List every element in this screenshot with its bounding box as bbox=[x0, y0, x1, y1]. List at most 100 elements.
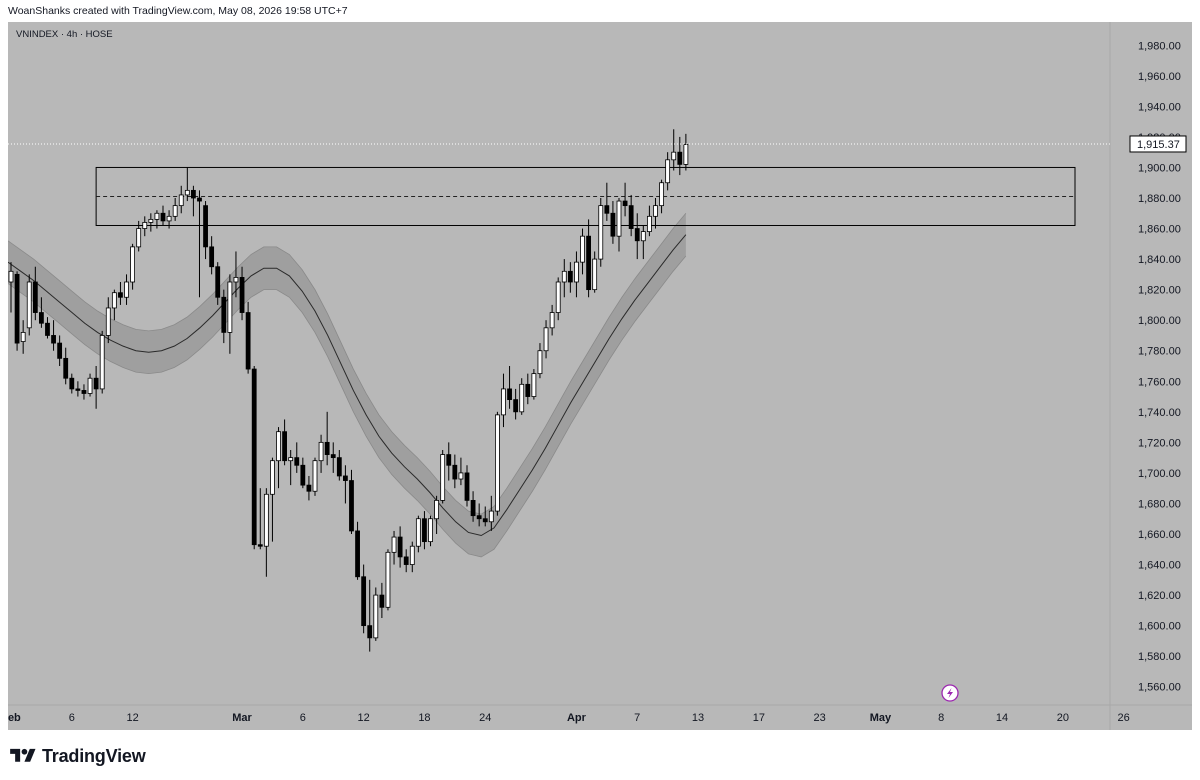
candle-body-down bbox=[586, 235, 591, 291]
price-tick-label: 1,720.00 bbox=[1138, 437, 1181, 449]
band-fill bbox=[8, 213, 686, 557]
candle-body-down bbox=[422, 518, 427, 543]
candle-body-up bbox=[172, 205, 178, 217]
candle-body-up bbox=[105, 307, 111, 336]
time-tick-label: 18 bbox=[418, 712, 430, 724]
candle-body-down bbox=[446, 454, 452, 466]
candle bbox=[604, 182, 610, 221]
candlestick-chart[interactable]: 1,560.00 1,580.00 1,600.00 1,620.00 1,640.00… bbox=[8, 22, 1192, 730]
candle bbox=[154, 210, 160, 229]
candle bbox=[166, 210, 172, 229]
candle-body-up bbox=[555, 281, 561, 313]
price-axis[interactable]: 1,560.00 1,580.00 1,600.00 1,620.00 1,640.00… bbox=[1129, 40, 1187, 694]
candle-body-up bbox=[683, 144, 689, 165]
candle-body-down bbox=[330, 454, 336, 459]
candle bbox=[312, 457, 318, 496]
candle bbox=[233, 251, 239, 298]
candle bbox=[330, 442, 336, 473]
candle bbox=[683, 133, 689, 171]
price-tick-label: 1,740.00 bbox=[1138, 407, 1181, 419]
candle bbox=[525, 373, 531, 405]
candle-body-up bbox=[270, 460, 275, 495]
candle-body-down bbox=[355, 530, 360, 578]
candle-body-down bbox=[476, 515, 482, 520]
candle bbox=[610, 201, 616, 244]
candle bbox=[452, 454, 458, 489]
candle bbox=[373, 587, 379, 641]
candle-body-up bbox=[537, 350, 543, 375]
footer-brand-text: TradingView bbox=[42, 745, 146, 766]
lightning-alert-icon[interactable] bbox=[941, 684, 959, 702]
candle bbox=[282, 419, 288, 466]
candle bbox=[361, 564, 367, 634]
last-price-tag-box bbox=[1129, 135, 1187, 153]
candle-body-down bbox=[567, 270, 573, 283]
candle-body-down bbox=[525, 383, 531, 397]
candle-body-down bbox=[75, 388, 81, 391]
candle bbox=[124, 274, 129, 305]
candle-body-down bbox=[57, 342, 63, 359]
candle bbox=[99, 330, 105, 394]
candle bbox=[482, 506, 488, 527]
candle bbox=[81, 384, 87, 400]
candle bbox=[458, 457, 464, 486]
candle-body-up bbox=[142, 222, 148, 229]
candle bbox=[549, 304, 555, 336]
candle bbox=[519, 378, 525, 415]
candle bbox=[184, 167, 190, 202]
price-tick-label: 1,820.00 bbox=[1138, 285, 1181, 297]
candle-body-up bbox=[659, 182, 664, 207]
candle-body-down bbox=[221, 296, 227, 333]
time-tick-label: 7 bbox=[634, 712, 640, 724]
candle-body-up bbox=[288, 457, 294, 462]
candle-body-down bbox=[203, 205, 208, 248]
time-axis[interactable]: Feb 6 12 Mar 6 12 18 24 Apr 7 13 17 23 May 8 14 20 26 bbox=[8, 712, 1130, 724]
band-upper-line bbox=[8, 213, 687, 515]
candle bbox=[69, 373, 75, 394]
price-tick-label: 1,940.00 bbox=[1138, 101, 1181, 113]
candle-body-down bbox=[251, 368, 257, 546]
candle bbox=[148, 213, 154, 232]
candle bbox=[507, 366, 512, 409]
chart-frame[interactable]: 1,560.00 1,580.00 1,600.00 1,620.00 1,640.00… bbox=[8, 22, 1192, 730]
candle-body-down bbox=[403, 556, 409, 565]
candle bbox=[93, 366, 99, 409]
time-tick-label: Apr bbox=[567, 712, 587, 724]
price-tick-label: 1,600.00 bbox=[1138, 621, 1181, 633]
candle-body-down bbox=[622, 200, 628, 207]
candle-body-up bbox=[318, 441, 324, 462]
candle-body-up bbox=[227, 281, 233, 333]
candle-body-up bbox=[488, 510, 494, 523]
tradingview-logo-icon bbox=[10, 748, 36, 762]
time-tick-label: 20 bbox=[1057, 712, 1069, 724]
candle bbox=[592, 251, 598, 293]
time-tick-label: 6 bbox=[69, 712, 75, 724]
candle-body-up bbox=[531, 373, 537, 397]
candle bbox=[543, 320, 549, 359]
candle-body-down bbox=[63, 357, 69, 379]
candle bbox=[409, 541, 415, 573]
candle-body-up bbox=[233, 277, 239, 283]
symbol-label: VNINDEX · 4h · HOSE bbox=[16, 29, 113, 40]
candle bbox=[488, 495, 494, 531]
candle bbox=[385, 549, 391, 611]
candle-body-down bbox=[32, 281, 38, 313]
candle-body-up bbox=[130, 246, 135, 283]
candle-body-down bbox=[69, 377, 75, 390]
candle-body-up bbox=[276, 431, 281, 462]
candle bbox=[160, 205, 166, 226]
candle-body-up bbox=[136, 228, 142, 248]
resistance-zone bbox=[95, 166, 1076, 226]
time-tick-label: 13 bbox=[692, 712, 704, 724]
candle-body-down bbox=[160, 212, 166, 222]
candle-body-down bbox=[336, 457, 342, 477]
candle bbox=[634, 213, 640, 260]
candle bbox=[446, 442, 452, 481]
time-tick-label: 23 bbox=[814, 712, 826, 724]
time-tick-label: 6 bbox=[300, 712, 306, 724]
zone-box bbox=[95, 166, 1076, 226]
candle bbox=[555, 277, 561, 321]
candle-body-up bbox=[20, 331, 26, 342]
candle bbox=[440, 450, 446, 504]
candle bbox=[245, 301, 251, 374]
